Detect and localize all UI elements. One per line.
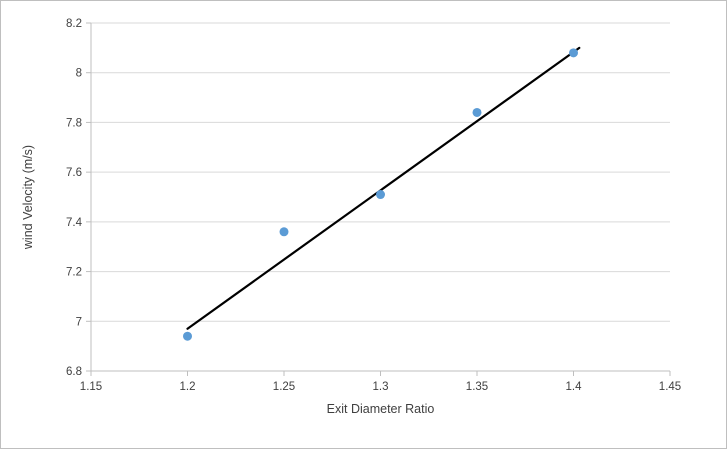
y-tick-label: 7 — [76, 316, 82, 328]
data-series — [183, 46, 581, 341]
gridlines — [91, 22, 670, 322]
data-point — [279, 227, 289, 237]
x-tick-label: 1.15 — [80, 381, 102, 393]
tick-labels: 1.15 1.2 1.25 1.3 1.35 1.4 1.45 6.8 7 7.2 7.4 7.6 7.… — [66, 18, 681, 393]
axes — [86, 22, 671, 376]
data-point — [376, 190, 385, 200]
trendline — [186, 46, 581, 330]
x-axis-title: Exit Diameter Ratio — [327, 402, 435, 416]
x-tick-label: 1.45 — [659, 381, 681, 393]
x-tick-label: 1.4 — [566, 381, 583, 393]
data-point — [183, 331, 192, 341]
y-tick-label: 7.8 — [66, 117, 82, 129]
x-tick-label: 1.25 — [273, 381, 295, 393]
y-tick-label: 6.8 — [66, 366, 82, 378]
y-tick-label: 7.6 — [66, 167, 82, 179]
y-axis-title: wind Velocity (m/s) — [21, 145, 35, 250]
x-tick-label: 1.3 — [373, 381, 389, 393]
y-tick-label: 8 — [76, 68, 82, 80]
x-tick-label: 1.35 — [466, 381, 488, 393]
y-tick-label: 8.2 — [66, 18, 82, 30]
x-tick-label: 1.2 — [180, 381, 196, 393]
y-tick-label: 7.2 — [66, 267, 82, 279]
y-tick-label: 7.4 — [66, 217, 83, 229]
data-point — [569, 48, 578, 58]
data-point — [472, 107, 482, 117]
